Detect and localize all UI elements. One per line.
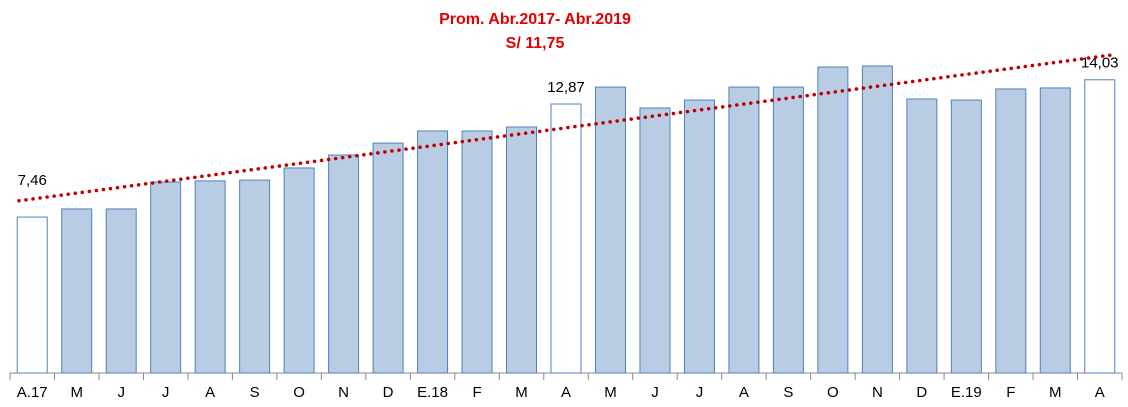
bar	[283, 167, 315, 374]
chart-subtitle: S/ 11,75	[506, 35, 565, 52]
x-tick-label: A	[561, 384, 571, 401]
x-tick-label: O	[293, 384, 305, 401]
x-tick-label: J	[117, 384, 125, 401]
x-tick-label: E.18	[417, 384, 448, 401]
bar	[239, 179, 271, 374]
bar	[150, 181, 182, 374]
bar	[906, 98, 938, 374]
bar	[105, 208, 137, 374]
x-tick-label: A	[1095, 384, 1105, 401]
x-tick-label: M	[70, 384, 83, 401]
trend-line	[17, 53, 1115, 203]
x-tick-label: A	[205, 384, 215, 401]
x-tick-label: S	[783, 384, 793, 401]
bar	[194, 180, 226, 374]
data-label: 7,46	[18, 172, 47, 189]
x-tick-label: M	[1049, 384, 1062, 401]
bar	[1084, 79, 1116, 374]
bar	[506, 126, 538, 374]
data-label: 14,03	[1081, 55, 1119, 72]
bar	[372, 142, 404, 374]
x-tick-label: N	[872, 384, 883, 401]
bar	[417, 130, 449, 374]
x-tick-label: J	[696, 384, 704, 401]
x-tick-label: D	[383, 384, 394, 401]
x-tick-label: J	[162, 384, 170, 401]
x-tick-label: M	[604, 384, 617, 401]
bar	[1039, 87, 1071, 374]
bar	[461, 130, 493, 374]
bar	[683, 99, 715, 374]
bar	[995, 88, 1027, 374]
bar	[328, 154, 360, 374]
x-tick-label: E.19	[951, 384, 982, 401]
bar	[772, 86, 804, 374]
bar	[639, 107, 671, 374]
data-label: 12,87	[547, 79, 585, 96]
x-tick-label: A.17	[17, 384, 48, 401]
chart-title: Prom. Abr.2017- Abr.2019	[439, 11, 631, 28]
x-tick-label: J	[651, 384, 659, 401]
x-tick-label: S	[250, 384, 260, 401]
x-tick-label: D	[916, 384, 927, 401]
x-tick-label: N	[338, 384, 349, 401]
x-tick-label: O	[827, 384, 839, 401]
x-tick-label: A	[739, 384, 749, 401]
x-tick-label: F	[472, 384, 481, 401]
bar	[950, 99, 982, 374]
bar	[61, 208, 93, 374]
bar	[16, 216, 48, 374]
bar	[817, 66, 849, 374]
bar	[861, 65, 893, 374]
bar	[728, 86, 760, 374]
x-tick-label: M	[515, 384, 528, 401]
bar	[594, 86, 626, 374]
bar	[550, 103, 582, 374]
x-tick-label: F	[1006, 384, 1015, 401]
